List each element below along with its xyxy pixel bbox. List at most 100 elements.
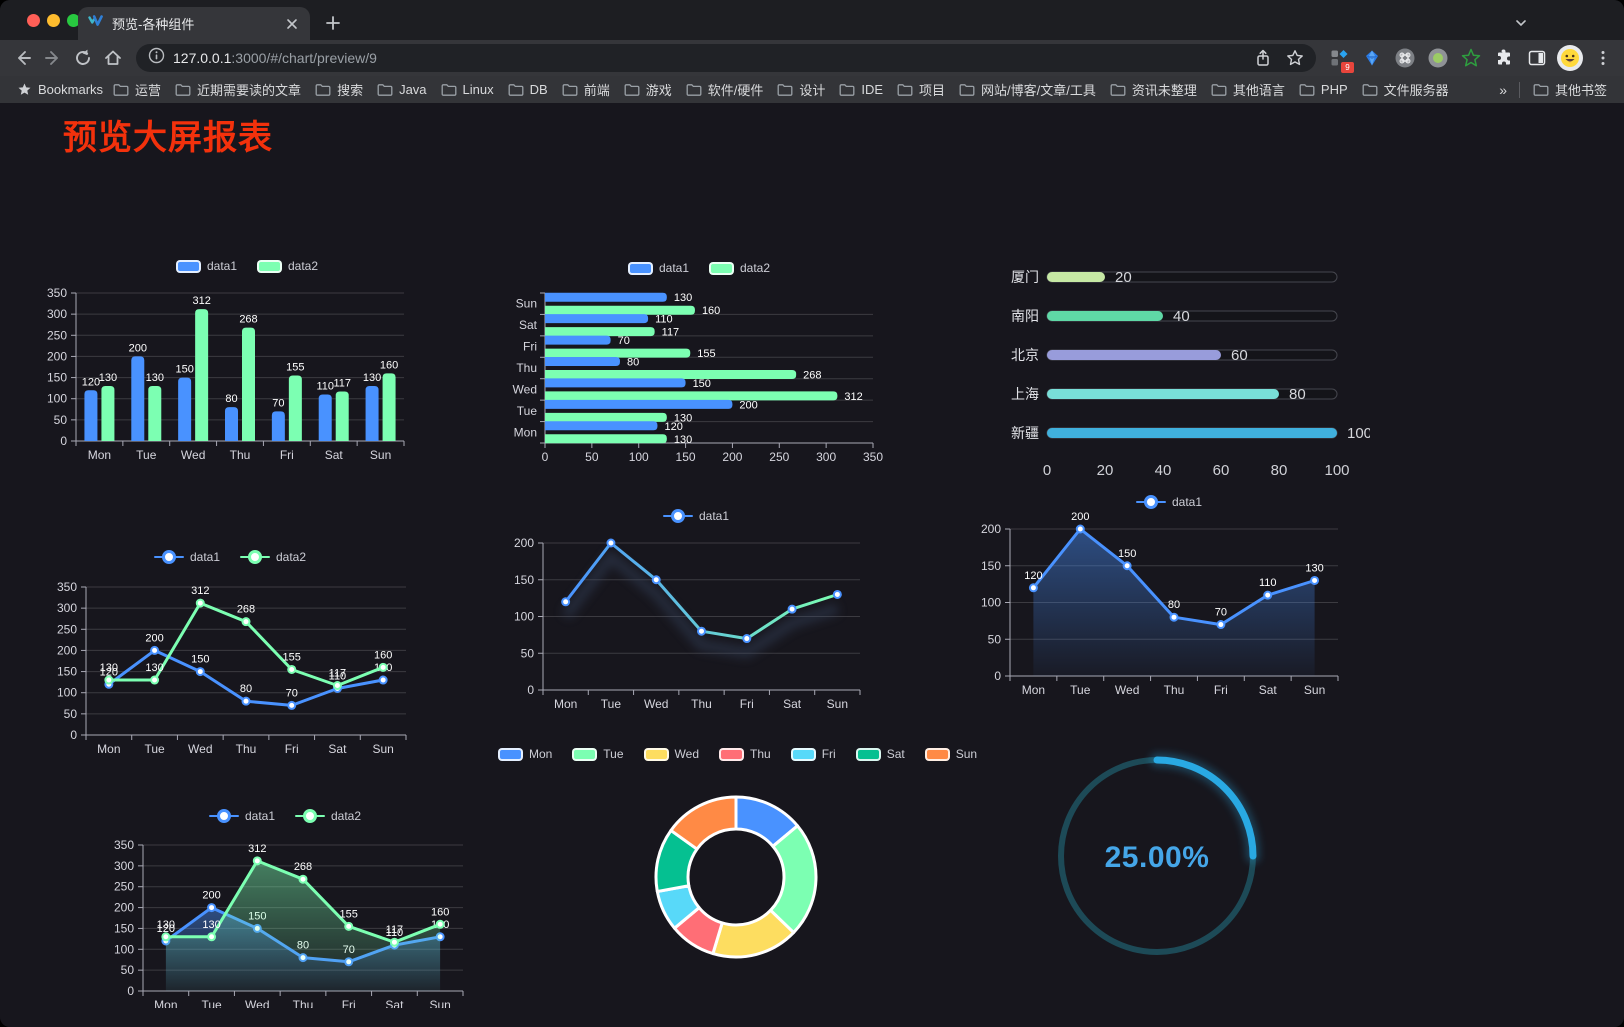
legend-item-Sat[interactable]: Sat bbox=[855, 747, 905, 761]
legend-item-data1[interactable]: data1 bbox=[153, 549, 220, 564]
bookmark-star-icon[interactable] bbox=[1280, 43, 1310, 73]
legend-item-Sun[interactable]: Sun bbox=[924, 747, 977, 761]
svg-text:40: 40 bbox=[1173, 308, 1190, 325]
svg-text:Thu: Thu bbox=[230, 448, 251, 462]
bookmark-folder[interactable]: 搜索 bbox=[310, 78, 368, 101]
tab-search-chevron-icon[interactable] bbox=[1508, 10, 1534, 36]
donut-slice-Sun[interactable] bbox=[669, 795, 738, 851]
other-bookmarks[interactable]: 其他书签 bbox=[1528, 78, 1612, 101]
bookmark-folder[interactable]: 近期需要读的文章 bbox=[170, 78, 306, 101]
bookmark-folder[interactable]: PHP bbox=[1294, 80, 1353, 99]
bookmark-folder[interactable]: 项目 bbox=[892, 78, 950, 101]
svg-text:20: 20 bbox=[1097, 462, 1114, 479]
folder-icon bbox=[1211, 83, 1227, 96]
svg-text:312: 312 bbox=[191, 585, 209, 597]
bookmark-folder-label: 资讯未整理 bbox=[1131, 83, 1197, 98]
legend-item-data2[interactable]: data2 bbox=[240, 549, 306, 564]
gem-extension-icon[interactable] bbox=[1359, 45, 1385, 71]
chart-canvas-gauge: 25.00% bbox=[1058, 753, 1260, 955]
bookmark-folder[interactable]: 前端 bbox=[557, 78, 615, 101]
chart-gauge: 25.00% bbox=[1040, 738, 1275, 978]
bookmark-folder[interactable]: IDE bbox=[834, 80, 888, 99]
svg-text:200: 200 bbox=[114, 901, 134, 915]
svg-text:300: 300 bbox=[114, 859, 134, 873]
browser-tab[interactable]: 预览-各种组件 bbox=[78, 7, 310, 40]
svg-text:130: 130 bbox=[146, 372, 164, 384]
legend-item-data1[interactable]: data1 bbox=[662, 508, 729, 523]
legend-item-data1[interactable]: data1 bbox=[175, 259, 237, 273]
command-circle-extension-icon[interactable] bbox=[1392, 45, 1418, 71]
bookmark-folder[interactable]: 游戏 bbox=[619, 78, 677, 101]
forward-button[interactable] bbox=[38, 43, 68, 73]
svg-text:200: 200 bbox=[514, 536, 534, 550]
svg-text:Thu: Thu bbox=[691, 697, 712, 711]
home-button[interactable] bbox=[98, 43, 128, 73]
legend-item-Tue[interactable]: Tue bbox=[572, 747, 624, 761]
share-icon[interactable] bbox=[1248, 43, 1278, 73]
bookmark-folder[interactable]: 设计 bbox=[772, 78, 830, 101]
legend-item-Thu[interactable]: Thu bbox=[719, 747, 771, 761]
extensions-area: 9 bbox=[1326, 45, 1616, 73]
legend-item-data1[interactable]: data1 bbox=[1135, 494, 1202, 509]
bookmark-folder[interactable]: DB bbox=[503, 80, 553, 99]
browser-menu-kebab-icon[interactable] bbox=[1590, 45, 1616, 71]
bookmark-folder[interactable]: 其他语言 bbox=[1206, 78, 1290, 101]
svg-text:0: 0 bbox=[1043, 462, 1051, 479]
bookmark-folder[interactable]: 资讯未整理 bbox=[1105, 78, 1202, 101]
chart-canvas-line-dual: 0 50 100 150 200 250 300 350 Mon Tue Wed Thu Fri Sat S… bbox=[57, 580, 407, 756]
svg-text:Mon: Mon bbox=[554, 697, 577, 711]
address-bar[interactable]: 127.0.0.1:3000/#/chart/preview/9 bbox=[136, 44, 1316, 72]
legend-item-data1[interactable]: data1 bbox=[627, 261, 689, 275]
legend-item-Fri[interactable]: Fri bbox=[790, 747, 836, 761]
bookmark-folder[interactable]: 软件/硬件 bbox=[681, 78, 769, 101]
minimize-window-button[interactable] bbox=[47, 14, 60, 27]
bookmark-folder[interactable]: 文件服务器 bbox=[1357, 78, 1454, 101]
tab-close-icon[interactable] bbox=[284, 16, 300, 32]
svg-text:100: 100 bbox=[514, 610, 534, 624]
legend-item-data2[interactable]: data2 bbox=[295, 808, 361, 823]
svg-text:250: 250 bbox=[47, 328, 67, 342]
svg-text:Sun: Sun bbox=[372, 742, 393, 756]
bookmarks-separator bbox=[1518, 81, 1520, 98]
legend-item-data2[interactable]: data2 bbox=[709, 261, 770, 275]
bookmark-folder[interactable]: Java bbox=[372, 80, 431, 99]
svg-text:上海: 上海 bbox=[1011, 386, 1039, 402]
site-info-icon[interactable] bbox=[148, 47, 165, 69]
svg-text:80: 80 bbox=[1271, 462, 1288, 479]
profile-avatar[interactable] bbox=[1557, 45, 1583, 71]
svg-text:Wed: Wed bbox=[1115, 683, 1139, 697]
bookmark-folder-label: Java bbox=[399, 82, 427, 97]
chart-canvas-line-gradient: 0 50 100 150 200 Mon Tue Wed Thu Fri Sat Sun bbox=[514, 536, 861, 711]
green-star-extension-icon[interactable] bbox=[1458, 45, 1484, 71]
fullscreen-window-button[interactable] bbox=[67, 14, 80, 27]
extension-grid-icon[interactable]: 9 bbox=[1326, 45, 1354, 73]
svg-text:Fri: Fri bbox=[740, 697, 754, 711]
green-dot-extension-icon[interactable] bbox=[1425, 45, 1451, 71]
legend-item-Wed[interactable]: Wed bbox=[643, 747, 699, 761]
close-window-button[interactable] bbox=[27, 14, 40, 27]
folder-icon bbox=[113, 83, 129, 96]
svg-text:Wed: Wed bbox=[513, 382, 537, 396]
legend-item-Mon[interactable]: Mon bbox=[497, 747, 552, 761]
legend-item-data1[interactable]: data1 bbox=[208, 808, 275, 823]
folder-icon bbox=[441, 83, 456, 96]
svg-text:Sat: Sat bbox=[1259, 683, 1278, 697]
svg-text:50: 50 bbox=[54, 413, 68, 427]
bookmarks-manager[interactable]: Bookmarks bbox=[12, 80, 108, 99]
bookmarks-overflow-chevron[interactable]: » bbox=[1499, 81, 1507, 98]
bookmark-folder[interactable]: Linux bbox=[436, 80, 499, 99]
bookmark-folder[interactable]: 运营 bbox=[108, 78, 166, 101]
svg-text:北京: 北京 bbox=[1011, 347, 1039, 363]
svg-text:130: 130 bbox=[1305, 562, 1323, 574]
side-panel-icon[interactable] bbox=[1524, 45, 1550, 71]
svg-text:150: 150 bbox=[175, 364, 193, 376]
legend-item-data2[interactable]: data2 bbox=[257, 259, 318, 273]
svg-text:200: 200 bbox=[981, 522, 1001, 536]
extensions-puzzle-icon[interactable] bbox=[1491, 45, 1517, 71]
legend-line-marker bbox=[662, 508, 693, 523]
reload-button[interactable] bbox=[68, 43, 98, 73]
chart-legend: data1 data2 bbox=[95, 808, 475, 823]
bookmark-folder[interactable]: 网站/博客/文章/工具 bbox=[954, 78, 1101, 101]
back-button[interactable] bbox=[8, 43, 38, 73]
new-tab-button[interactable] bbox=[320, 10, 346, 36]
